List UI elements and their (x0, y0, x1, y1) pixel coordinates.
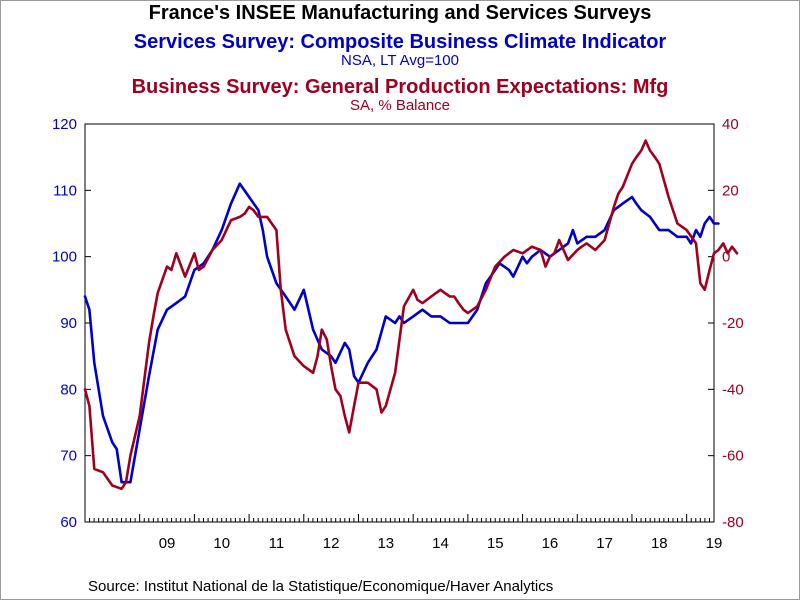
y-right-tick-label: -20 (722, 315, 744, 332)
plot-area (84, 123, 715, 523)
y-left-tick-label: 90 (60, 315, 77, 332)
x-tick-label: 14 (432, 535, 449, 552)
y-left-tick-label: 60 (60, 514, 77, 531)
y-left-tick-label: 70 (60, 448, 77, 465)
series-lines (83, 139, 739, 491)
x-tick-label: 11 (269, 535, 285, 552)
series2-units: SA, % Balance (349, 97, 451, 114)
x-tick-label: 19 (706, 535, 723, 552)
series2-title: Business Survey: General Production Expe… (131, 76, 669, 98)
x-tick-label: 15 (487, 535, 504, 552)
axes: 60 70 80 90 100 110 120 -80 -60 -40 -20 0 20 40 09 10 11… (52, 116, 744, 552)
source-note: Source: Institut National de la Statisti… (88, 578, 554, 595)
x-tick-label: 10 (213, 535, 230, 552)
x-tick-label: 17 (596, 535, 613, 552)
y-left-tick-label: 100 (52, 249, 77, 266)
y-right-tick-label: 20 (722, 182, 739, 199)
y-right-tick-label: 40 (722, 116, 739, 133)
series1-units: NSA, LT Avg=100 (340, 52, 459, 69)
x-tick-label: 12 (323, 535, 340, 552)
y-right-tick-label: -40 (722, 381, 744, 398)
x-tick-label: 18 (651, 535, 668, 552)
y-right-tick-label: 0 (722, 249, 730, 266)
chart-title: France's INSEE Manufacturing and Service… (148, 2, 652, 24)
y-left-tick-label: 120 (52, 116, 77, 133)
y-right-tick-label: -60 (722, 448, 744, 465)
y-left-tick-label: 80 (60, 381, 77, 398)
series1-line (83, 182, 720, 484)
y-right-tick-label: -80 (722, 514, 744, 531)
series2-line (83, 139, 739, 491)
series1-title: Services Survey: Composite Business Clim… (133, 31, 667, 53)
y-left-tick-label: 110 (53, 182, 77, 199)
x-tick-label: 09 (159, 535, 176, 552)
x-tick-label: 13 (377, 535, 394, 552)
x-tick-label: 16 (542, 535, 559, 552)
